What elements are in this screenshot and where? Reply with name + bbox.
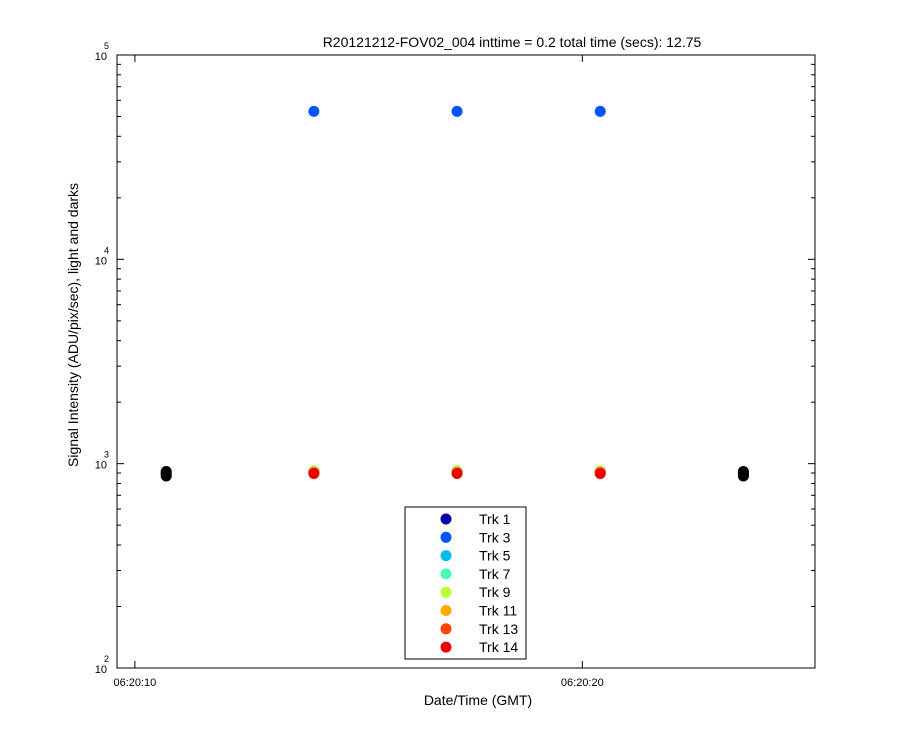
y-tick-label-exponent: 5 — [104, 41, 109, 51]
legend-marker — [440, 641, 452, 653]
y-tick-label-base: 10 — [95, 51, 107, 63]
legend-marker — [440, 513, 452, 525]
data-point — [451, 468, 463, 480]
x-axis-label: Date/Time (GMT) — [424, 692, 532, 708]
legend-marker — [440, 605, 452, 616]
legend-label: Trk 11 — [479, 603, 517, 619]
legend-label: Trk 7 — [479, 566, 511, 582]
legend-marker — [440, 550, 452, 562]
dark-point — [160, 466, 172, 478]
x-tick-label: 06:20:20 — [561, 677, 604, 689]
axis-ticks — [117, 54, 815, 669]
y-tick-label-exponent: 4 — [104, 245, 109, 255]
data-point — [594, 105, 606, 117]
legend-label: Trk 9 — [479, 584, 511, 600]
legend-marker — [440, 623, 452, 635]
x-tick-labels: 06:20:10 06:20:20 — [113, 677, 603, 689]
chart-title: R20121212-FOV02_004 inttime = 0.2 total … — [323, 34, 702, 50]
y-tick-label-base: 10 — [95, 460, 107, 472]
legend-label: Trk 3 — [479, 529, 511, 545]
dark-point — [737, 466, 749, 478]
data-points — [160, 105, 749, 482]
data-point — [594, 468, 606, 480]
data-point — [308, 468, 320, 480]
legend-label: Trk 13 — [479, 621, 518, 637]
y-axis-label: Signal Intensity (ADU/pix/sec), light an… — [65, 183, 81, 467]
legend-marker — [440, 586, 452, 598]
legend-label: Trk 5 — [479, 548, 511, 564]
y-tick-label-base: 10 — [95, 664, 107, 676]
legend-marker — [440, 531, 452, 543]
y-tick-label-base: 10 — [95, 255, 107, 267]
legend-marker — [440, 568, 452, 580]
legend: Trk 1 Trk 3 Trk 5 Trk 7 Trk 9 Trk 11 Trk 13 Trk… — [404, 506, 527, 660]
y-tick-label-exponent: 3 — [104, 450, 109, 460]
data-point — [451, 105, 463, 117]
y-tick-label-exponent: 2 — [104, 654, 109, 664]
data-point — [308, 105, 320, 117]
legend-label: Trk 14 — [479, 639, 518, 655]
legend-label: Trk 1 — [479, 511, 511, 527]
x-tick-label: 06:20:10 — [113, 677, 156, 689]
legend-box — [404, 506, 527, 660]
